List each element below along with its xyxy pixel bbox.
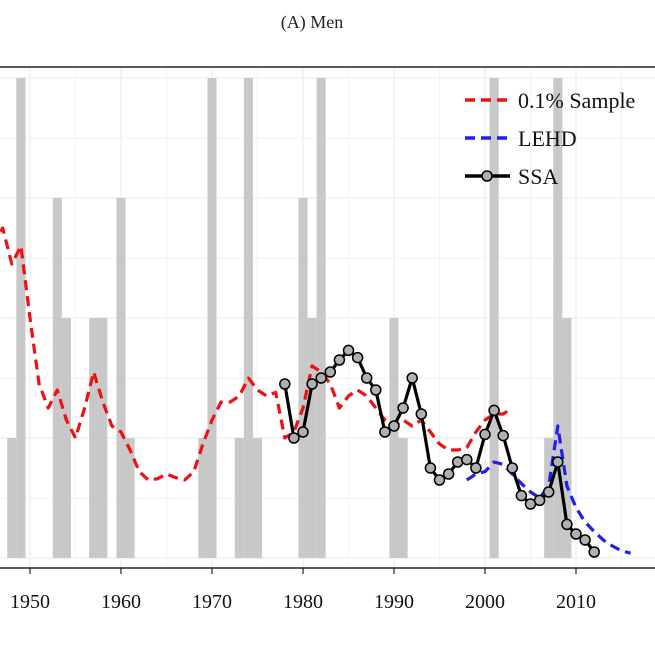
ssa-marker-2002 [497, 429, 509, 442]
ssa-marker-2004 [515, 489, 528, 502]
legend-marker-ssa [481, 170, 493, 182]
ssa-marker-1981 [306, 378, 318, 390]
x-tick-label-1990: 1990 [374, 591, 414, 613]
ssa-marker-1988 [370, 384, 382, 396]
recession-bar-1982 [316, 78, 326, 558]
legend: 0.1% Sample LEHD SSA [465, 88, 635, 189]
recession-bar-1981 [307, 318, 317, 558]
recession-bar-2007 [544, 438, 554, 558]
ssa-marker-2009 [561, 518, 573, 531]
ssa-marker-1984 [333, 354, 346, 366]
ssa-marker-1986 [351, 351, 364, 364]
recession-bar-1961 [125, 438, 135, 558]
recession-bar-1975 [252, 438, 263, 558]
ssa-marker-1989 [379, 426, 391, 438]
legend-label-ssa: SSA [518, 164, 558, 189]
ssa-marker-1994 [424, 462, 437, 474]
recession-bar-1957 [89, 318, 99, 558]
x-tick-label-1950: 1950 [10, 591, 50, 613]
x-tick-label-1980: 1980 [283, 591, 323, 613]
recession-bar-1991 [398, 438, 408, 558]
series-line-lehd [465, 424, 632, 555]
ssa-marker-1999 [470, 462, 482, 474]
recession-bar-1974 [243, 78, 253, 558]
series-line-0-1-sample [0, 226, 514, 482]
ssa-marker-1985 [342, 344, 355, 357]
recession-bar-1953 [52, 198, 62, 558]
recession-bar-2008 [553, 78, 563, 558]
ssa-marker-1987 [360, 372, 373, 384]
x-tick-label-1960: 1960 [101, 591, 141, 613]
recession-bar-1960 [116, 198, 126, 558]
ssa-marker-2007 [542, 486, 555, 498]
x-tick-label-2000: 2000 [465, 591, 505, 613]
x-tick-label-2010: 2010 [556, 591, 596, 613]
ssa-marker-2006 [533, 494, 546, 507]
ssa-marker-2011 [579, 534, 591, 546]
recession-bar-1973 [234, 438, 244, 558]
recession-bar-1990 [389, 318, 399, 558]
ssa-marker-1993 [415, 408, 428, 420]
ssa-marker-1980 [297, 426, 309, 438]
ssa-marker-1990 [388, 420, 400, 432]
x-tick-label-1970: 1970 [192, 591, 232, 613]
ssa-marker-2010 [570, 528, 582, 540]
ssa-marker-1995 [433, 474, 446, 486]
chart-title: (A) Men [281, 12, 343, 33]
ssa-marker-1983 [324, 366, 337, 378]
recession-bar-2001 [489, 78, 499, 558]
ssa-marker-1978 [279, 378, 291, 390]
ssa-marker-1998 [461, 453, 473, 466]
recession-bar-1949 [16, 78, 26, 558]
ssa-marker-1982 [315, 372, 327, 384]
recession-bar-1948 [7, 438, 17, 558]
ssa-marker-2003 [506, 462, 519, 474]
recession-bar-1970 [207, 78, 217, 558]
ssa-marker-1992 [406, 372, 418, 384]
x-axis-ticks: 1950 1960 1970 1980 1990 2000 2010 [10, 568, 596, 613]
legend-label-0-1-sample: 0.1% Sample [518, 88, 635, 113]
ssa-marker-2001 [488, 404, 500, 417]
ssa-marker-1991 [397, 402, 409, 414]
ssa-markers [279, 344, 600, 558]
recession-bar-1969 [198, 438, 208, 558]
ssa-marker-2008 [552, 456, 564, 468]
ssa-marker-2000 [479, 428, 491, 441]
recession-bar-1954 [61, 318, 71, 558]
ssa-marker-1996 [442, 468, 455, 480]
recession-bar-1980 [298, 198, 308, 558]
recession-bar-1958 [98, 318, 108, 558]
legend-label-lehd: LEHD [518, 126, 577, 151]
ssa-marker-2012 [588, 546, 600, 558]
recession-bar-2009 [562, 318, 572, 558]
recession-bars [7, 78, 572, 558]
ssa-marker-1979 [288, 432, 300, 444]
